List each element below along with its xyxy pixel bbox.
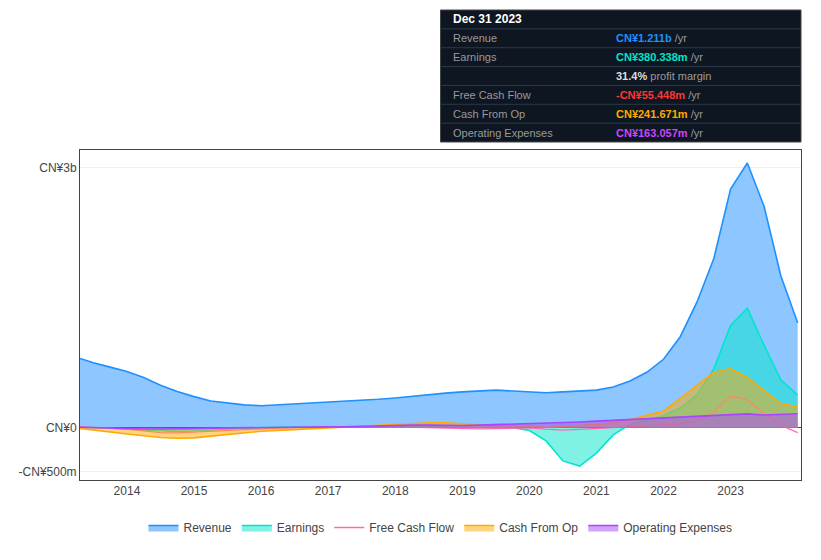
svg-text:-CN¥55.448m /yr: -CN¥55.448m /yr <box>616 89 701 101</box>
svg-text:Earnings: Earnings <box>453 51 497 63</box>
svg-text:CN¥241.671m /yr: CN¥241.671m /yr <box>616 108 703 120</box>
svg-text:2019: 2019 <box>449 484 476 498</box>
svg-text:2020: 2020 <box>516 484 543 498</box>
svg-text:-CN¥500m: -CN¥500m <box>19 465 77 479</box>
svg-text:2021: 2021 <box>583 484 610 498</box>
svg-text:Earnings: Earnings <box>277 521 324 535</box>
svg-text:Dec 31 2023: Dec 31 2023 <box>453 12 522 26</box>
svg-text:CN¥380.338m /yr: CN¥380.338m /yr <box>616 51 703 63</box>
svg-text:CN¥163.057m /yr: CN¥163.057m /yr <box>616 127 703 139</box>
svg-text:31.4% profit margin: 31.4% profit margin <box>616 70 711 82</box>
svg-text:2023: 2023 <box>717 484 744 498</box>
svg-text:Revenue: Revenue <box>453 32 497 44</box>
svg-text:Cash From Op: Cash From Op <box>453 108 525 120</box>
svg-text:2016: 2016 <box>248 484 275 498</box>
svg-text:Operating Expenses: Operating Expenses <box>453 127 553 139</box>
svg-text:CN¥1.211b /yr: CN¥1.211b /yr <box>616 32 687 44</box>
svg-text:2022: 2022 <box>650 484 677 498</box>
svg-text:2014: 2014 <box>114 484 141 498</box>
svg-text:2015: 2015 <box>181 484 208 498</box>
svg-text:CN¥3b: CN¥3b <box>39 161 77 175</box>
svg-text:2017: 2017 <box>315 484 342 498</box>
svg-text:CN¥0: CN¥0 <box>46 421 77 435</box>
svg-text:Free Cash Flow: Free Cash Flow <box>369 521 454 535</box>
svg-text:2018: 2018 <box>382 484 409 498</box>
svg-text:Operating Expenses: Operating Expenses <box>623 521 732 535</box>
svg-text:Revenue: Revenue <box>184 521 232 535</box>
svg-text:Free Cash Flow: Free Cash Flow <box>453 89 531 101</box>
svg-text:Cash From Op: Cash From Op <box>499 521 578 535</box>
